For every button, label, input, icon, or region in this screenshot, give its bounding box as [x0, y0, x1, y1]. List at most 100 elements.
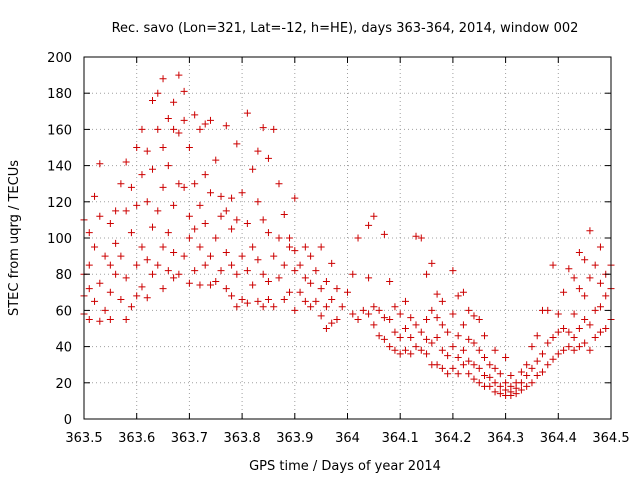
data-point — [117, 296, 125, 304]
data-point — [122, 315, 130, 323]
data-point — [112, 207, 120, 215]
data-point — [481, 372, 489, 380]
data-point — [217, 192, 225, 200]
data-point — [481, 353, 489, 361]
data-point — [401, 346, 409, 354]
data-point — [286, 234, 294, 242]
data-point — [544, 306, 552, 314]
data-point — [496, 382, 504, 390]
y-tick-labels: 0 20 40 60 80 100 120 140 160 180 200 — [47, 51, 72, 428]
data-point — [301, 274, 309, 282]
y-tick-label: 120 — [47, 196, 72, 211]
x-tick-label: 364.5 — [592, 431, 629, 446]
data-point — [217, 267, 225, 275]
data-point — [412, 321, 420, 329]
data-point — [333, 315, 341, 323]
data-point — [475, 315, 483, 323]
data-point — [380, 314, 388, 322]
data-point — [307, 252, 315, 260]
chart-title: Rec. savo (Lon=321, Lat=-12, h=HE), days… — [112, 21, 579, 36]
data-point — [259, 124, 267, 132]
data-point — [549, 261, 557, 269]
data-point — [475, 379, 483, 387]
data-point — [591, 261, 599, 269]
data-point — [417, 328, 425, 336]
data-point — [106, 220, 114, 228]
data-point — [291, 247, 299, 255]
data-point — [196, 125, 204, 133]
data-point — [570, 346, 578, 354]
data-point — [586, 274, 594, 282]
data-point — [149, 165, 157, 173]
data-point — [149, 270, 157, 278]
data-point — [322, 277, 330, 285]
data-point — [444, 370, 452, 378]
data-point — [438, 297, 446, 305]
data-point — [407, 314, 415, 322]
data-point — [307, 303, 315, 311]
data-point — [138, 283, 146, 291]
data-point — [233, 216, 241, 224]
data-point — [243, 109, 251, 117]
x-tick-label: 363.7 — [171, 431, 208, 446]
data-point — [575, 248, 583, 256]
data-point — [570, 334, 578, 342]
data-point — [138, 243, 146, 251]
data-point — [338, 303, 346, 311]
data-point — [159, 243, 167, 251]
data-point — [433, 314, 441, 322]
data-point — [91, 243, 99, 251]
data-point — [322, 325, 330, 332]
data-point — [143, 294, 151, 302]
data-point — [185, 212, 193, 220]
data-point — [175, 71, 183, 79]
data-point — [412, 232, 420, 240]
data-point — [149, 96, 157, 104]
data-point — [243, 299, 251, 307]
data-point — [396, 350, 404, 358]
data-point — [191, 267, 199, 275]
data-point — [280, 210, 288, 218]
data-point — [143, 198, 151, 206]
data-point — [228, 194, 236, 202]
data-point — [428, 259, 436, 267]
data-point — [259, 270, 267, 278]
data-point — [122, 274, 130, 282]
axis-ticks — [83, 56, 612, 420]
data-point — [502, 353, 510, 361]
data-point — [212, 234, 220, 242]
data-point — [454, 370, 462, 378]
data-point — [185, 234, 193, 242]
data-point — [596, 243, 604, 251]
data-point — [212, 156, 220, 164]
data-point — [85, 261, 93, 269]
data-point — [591, 334, 599, 342]
data-point — [528, 343, 536, 351]
data-point — [280, 261, 288, 269]
data-point — [85, 229, 93, 237]
data-point — [391, 303, 399, 311]
data-point — [275, 234, 283, 242]
data-point — [117, 252, 125, 260]
data-point — [317, 243, 325, 251]
data-point — [170, 248, 178, 256]
data-point — [438, 346, 446, 354]
data-point — [164, 267, 172, 275]
data-point — [391, 346, 399, 354]
data-point — [201, 261, 209, 269]
x-tick-label: 364.2 — [434, 431, 471, 446]
data-point — [407, 350, 415, 358]
data-point — [423, 315, 431, 323]
data-point — [454, 353, 462, 361]
data-point — [122, 158, 130, 166]
data-point — [417, 234, 425, 242]
data-point — [264, 229, 272, 237]
data-point — [170, 98, 178, 106]
data-point — [85, 315, 93, 323]
data-point — [465, 335, 473, 343]
x-tick-label: 364.1 — [382, 431, 419, 446]
data-point — [354, 234, 362, 242]
data-point — [122, 207, 130, 215]
data-point — [249, 281, 257, 289]
